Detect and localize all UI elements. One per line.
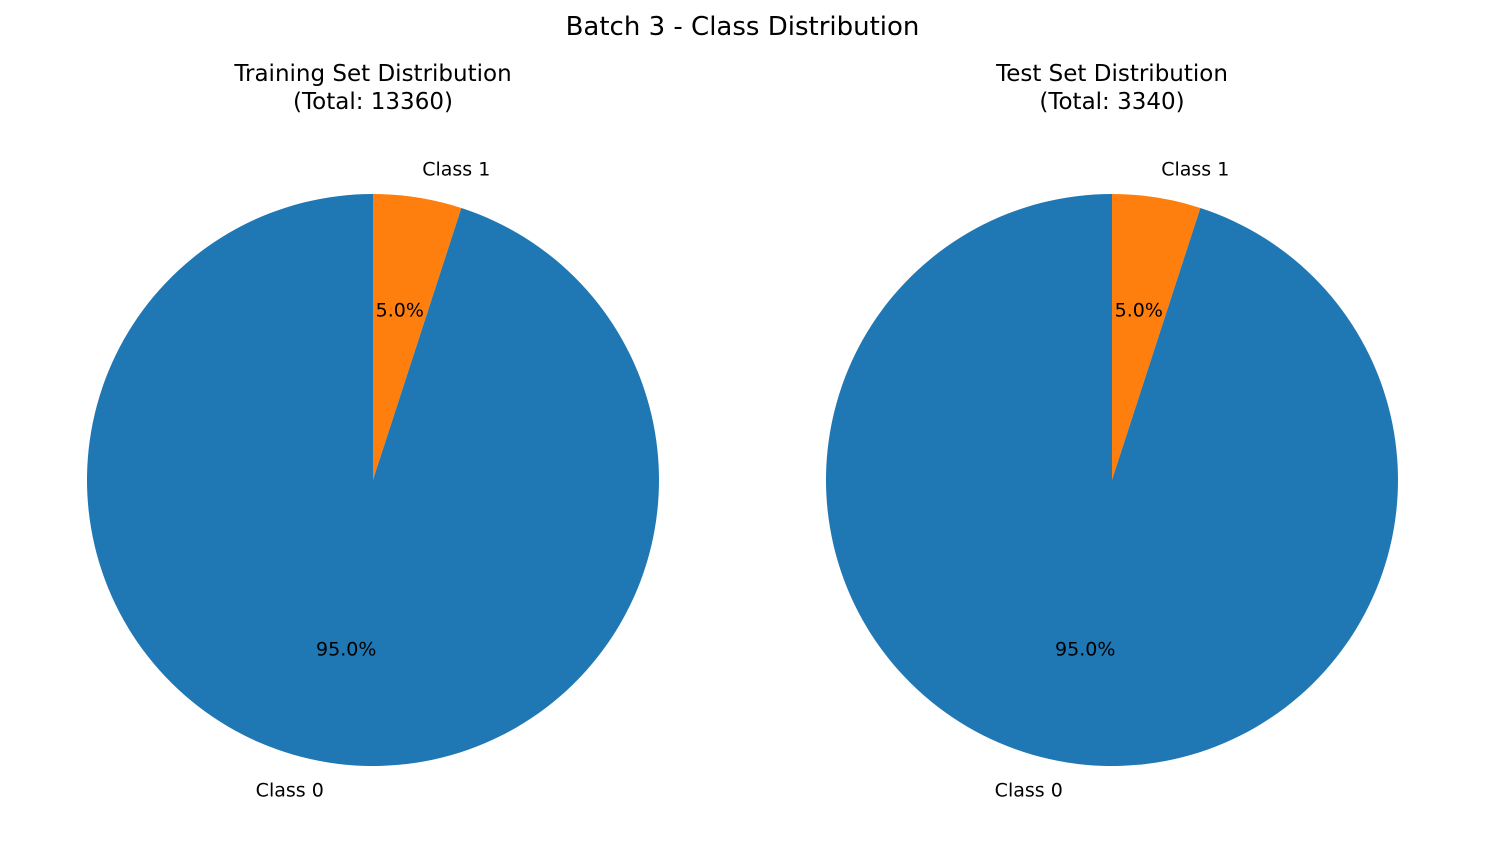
training-set-category-label-class-1: Class 1 <box>422 158 490 180</box>
test-set-pie-title: Test Set Distribution (Total: 3340) <box>772 60 1452 116</box>
training-set-title-line2: (Total: 13360) <box>293 89 453 115</box>
training-set-pct-label-class-1: 5.0% <box>376 300 424 322</box>
test-set-pie-panel: Test Set Distribution (Total: 3340) 5.0%… <box>772 60 1452 840</box>
figure-title: Batch 3 - Class Distribution <box>565 12 920 42</box>
training-set-pie-title: Training Set Distribution (Total: 13360) <box>33 60 713 116</box>
test-set-pct-label-class-0: 95.0% <box>1055 639 1115 661</box>
training-set-pie-panel: Training Set Distribution (Total: 13360)… <box>33 60 713 840</box>
test-set-title-line1: Test Set Distribution <box>996 61 1228 87</box>
training-set-slice-class-1 <box>373 194 462 480</box>
test-set-slice-class-0 <box>825 194 1398 766</box>
training-set-pie-chart: 5.0% Class 1 95.0% Class 0 <box>86 158 659 802</box>
test-set-category-label-class-0: Class 0 <box>995 780 1063 802</box>
training-set-slice-class-0 <box>86 194 659 766</box>
test-set-category-label-class-1: Class 1 <box>1161 158 1229 180</box>
test-set-pct-label-class-1: 5.0% <box>1115 300 1163 322</box>
training-set-title-line1: Training Set Distribution <box>234 61 512 87</box>
test-set-pie-chart: 5.0% Class 1 95.0% Class 0 <box>825 158 1398 802</box>
training-set-category-label-class-0: Class 0 <box>256 780 324 802</box>
test-set-title-line2: (Total: 3340) <box>1039 89 1185 115</box>
training-set-pct-label-class-0: 95.0% <box>316 639 376 661</box>
test-set-slice-class-1 <box>1112 194 1201 480</box>
